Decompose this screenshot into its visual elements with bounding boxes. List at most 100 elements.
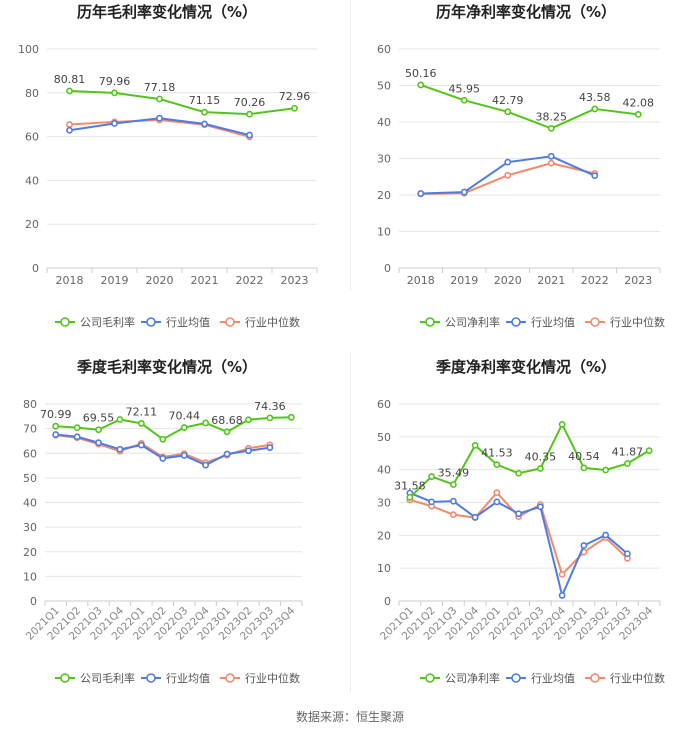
x-tick-label: 2022 bbox=[236, 274, 264, 287]
data-point-company bbox=[287, 413, 295, 421]
data-point-company bbox=[634, 111, 642, 118]
data-point-company bbox=[547, 124, 555, 132]
divider-vertical-bottom bbox=[350, 352, 351, 692]
data-point-median bbox=[449, 511, 457, 519]
data-point-company bbox=[66, 87, 73, 95]
data-point-avg bbox=[66, 126, 73, 134]
legend-label-company: 公司毛利率 bbox=[80, 315, 135, 329]
data-label: 74.36 bbox=[254, 400, 286, 413]
legend-marker-company bbox=[60, 673, 70, 683]
data-label: 40.54 bbox=[568, 450, 600, 463]
data-label: 70.44 bbox=[168, 410, 200, 423]
data-label: 72.11 bbox=[126, 405, 158, 418]
y-tick-label: 60 bbox=[377, 398, 391, 411]
data-label: 72.96 bbox=[279, 90, 311, 103]
y-tick-label: 20 bbox=[377, 529, 391, 542]
data-label: 79.96 bbox=[99, 75, 131, 88]
y-tick-label: 0 bbox=[32, 262, 39, 275]
legend-label-avg: 行业均值 bbox=[531, 672, 575, 685]
chart-title: 季度毛利率变化情况（%） bbox=[77, 358, 257, 376]
x-tick-label: 2020 bbox=[494, 274, 522, 287]
y-tick-label: 30 bbox=[23, 521, 37, 534]
legend-marker-avg bbox=[146, 673, 156, 683]
data-point-company bbox=[73, 424, 81, 432]
data-point-company bbox=[266, 414, 274, 422]
y-tick-label: 20 bbox=[377, 189, 391, 202]
x-tick-label: 2021 bbox=[191, 274, 219, 287]
legend-label-company: 公司毛利率 bbox=[80, 671, 135, 685]
data-label: 50.16 bbox=[405, 67, 437, 80]
data-point-company bbox=[460, 96, 468, 104]
legend-label-median: 行业中位数 bbox=[245, 671, 300, 685]
data-point-avg bbox=[156, 114, 163, 122]
x-tick-label: 2021 bbox=[537, 274, 565, 287]
data-point-company bbox=[116, 416, 124, 423]
data-label: 43.58 bbox=[579, 91, 611, 104]
x-tick-label: 2022 bbox=[581, 274, 609, 287]
legend-marker-company bbox=[60, 317, 70, 327]
data-point-company bbox=[95, 426, 102, 434]
data-point-avg bbox=[515, 510, 523, 518]
data-point-company bbox=[591, 105, 599, 113]
data-point-avg bbox=[52, 431, 60, 438]
legend-marker-median bbox=[590, 317, 600, 327]
data-point-company bbox=[558, 420, 566, 428]
y-tick-label: 80 bbox=[25, 87, 39, 100]
data-point-avg bbox=[591, 172, 599, 180]
x-tick-label: 2018 bbox=[407, 274, 435, 287]
data-point-avg bbox=[180, 452, 188, 459]
x-tick-label: 2019 bbox=[450, 274, 478, 287]
data-point-avg bbox=[417, 190, 425, 197]
data-label: 41.53 bbox=[481, 447, 513, 460]
data-label: 70.26 bbox=[234, 96, 266, 109]
legend-label-median: 行业中位数 bbox=[610, 315, 665, 329]
data-label: 77.18 bbox=[144, 81, 176, 94]
data-point-median bbox=[66, 121, 73, 128]
data-label: 41.87 bbox=[612, 446, 644, 459]
data-label: 69.55 bbox=[83, 412, 115, 425]
data-point-avg bbox=[95, 439, 102, 447]
data-point-avg bbox=[73, 433, 81, 441]
y-tick-label: 0 bbox=[384, 262, 391, 275]
data-point-company bbox=[449, 481, 457, 488]
data-point-company bbox=[645, 447, 653, 455]
data-label: 42.79 bbox=[492, 94, 524, 107]
y-tick-label: 40 bbox=[377, 116, 391, 129]
chart-title: 季度净利率变化情况（%） bbox=[436, 358, 616, 376]
data-point-company bbox=[504, 108, 512, 116]
data-label: 71.15 bbox=[189, 94, 221, 107]
x-tick-label: 2018 bbox=[56, 274, 84, 287]
data-point-avg bbox=[558, 592, 566, 599]
data-point-company bbox=[580, 464, 588, 472]
data-point-company bbox=[493, 461, 501, 469]
data-point-company bbox=[156, 95, 163, 103]
y-tick-label: 40 bbox=[23, 497, 37, 510]
legend-label-median: 行业中位数 bbox=[245, 315, 300, 329]
legend-label-avg: 行业均值 bbox=[166, 316, 210, 329]
y-tick-label: 60 bbox=[377, 43, 391, 56]
legend-label-company: 公司净利率 bbox=[445, 671, 500, 685]
legend-label-company: 公司净利率 bbox=[445, 315, 500, 329]
data-label: 42.08 bbox=[623, 96, 655, 109]
data-point-company bbox=[515, 469, 523, 477]
legend-label-median: 行业中位数 bbox=[610, 671, 665, 685]
y-tick-label: 60 bbox=[23, 447, 37, 460]
divider-vertical-top bbox=[350, 0, 351, 290]
data-point-avg bbox=[547, 152, 555, 160]
data-point-avg bbox=[246, 131, 253, 139]
data-point-company bbox=[406, 493, 414, 501]
data-point-median bbox=[504, 171, 512, 179]
data-point-company bbox=[291, 104, 298, 112]
x-tick-label: 2023 bbox=[281, 274, 309, 287]
data-point-avg bbox=[111, 120, 118, 127]
x-tick-label: 2023 bbox=[624, 274, 652, 287]
data-point-avg bbox=[202, 461, 210, 469]
data-label: 31.58 bbox=[394, 479, 426, 492]
series-line-median bbox=[409, 491, 629, 576]
data-point-avg bbox=[580, 542, 588, 549]
y-tick-label: 80 bbox=[23, 398, 37, 411]
data-point-company bbox=[536, 465, 544, 472]
data-label: 45.95 bbox=[449, 82, 481, 95]
data-point-company bbox=[202, 419, 210, 427]
y-tick-label: 50 bbox=[377, 80, 391, 93]
